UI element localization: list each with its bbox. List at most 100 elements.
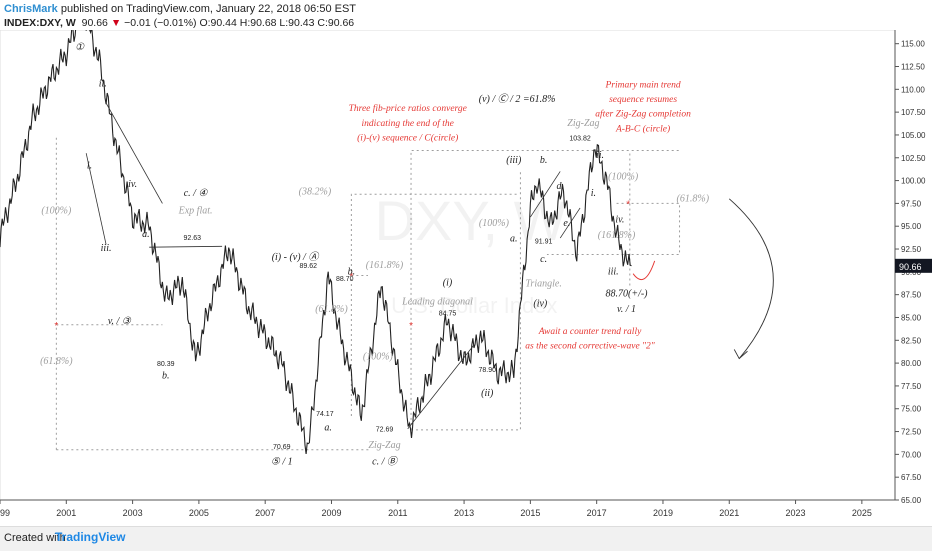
- y-tick-label: 85.00: [901, 313, 922, 322]
- wave-annotation: (ii): [481, 388, 494, 399]
- wave-annotation: b.: [162, 371, 170, 382]
- wave-annotation: as the second corrective-wave "2": [525, 342, 656, 352]
- tradingview-logo[interactable]: TradingView: [55, 530, 126, 544]
- wave-annotation: 89.62: [300, 263, 318, 270]
- chart-header: ChrisMark published on TradingView.com, …: [0, 0, 932, 30]
- trend-line-4: [407, 344, 475, 430]
- x-tick-label: 2021: [719, 508, 739, 518]
- wave-annotation: 80.39: [157, 361, 175, 368]
- symbol-label: INDEX:DXY, W: [4, 17, 76, 29]
- wave-annotation: (61.8%): [315, 304, 348, 315]
- x-tick-label: 2025: [852, 508, 872, 518]
- wave-annotation: Leading diagonal: [401, 297, 473, 308]
- wave-annotation: (iii): [506, 155, 522, 166]
- wave-annotation: v. / 1: [617, 304, 636, 315]
- wave-annotation: (38.2%): [299, 186, 332, 197]
- wave-annotation: iii.: [101, 243, 112, 254]
- ohlc-values: O:90.44 H:90.68 L:90.43 C:90.66: [199, 17, 355, 29]
- x-tick-label: 2001: [56, 508, 76, 518]
- plot-area: [0, 30, 896, 501]
- wave-annotation: i.: [87, 161, 92, 172]
- price-chart[interactable]: DXY, W U.S. Dollar Index 65.00 67.50 70.00 72…: [0, 30, 932, 526]
- wave-annotation: 88.70: [336, 276, 354, 283]
- change-value: −0.01 (−0.01%): [124, 17, 197, 29]
- wave-annotation: (161.8%): [598, 230, 636, 241]
- wave-annotation: (61.8%): [677, 194, 710, 205]
- wave-annotation: (i) - (v) / Ⓐ: [272, 251, 321, 263]
- last-price-badge-label: 90.66: [899, 262, 922, 272]
- trend-line-1: [105, 102, 163, 204]
- x-tick-label: 2023: [786, 508, 806, 518]
- wave-annotation: (i)-(v) sequence / C(circle): [357, 132, 458, 143]
- wave-annotation: Primary main trend: [605, 80, 681, 90]
- y-tick-label: 92.50: [901, 245, 922, 254]
- x-tick-label: 2003: [123, 508, 143, 518]
- wave-annotation: 72.69: [376, 427, 394, 434]
- y-tick-label: 82.50: [901, 336, 922, 345]
- wave-annotation: d.: [556, 181, 564, 192]
- x-tick-label: 2019: [653, 508, 673, 518]
- wave-annotation: c. / ④: [184, 188, 209, 199]
- fib-marker-star: *: [409, 321, 413, 332]
- ohlc-line: INDEX:DXY, W 90.66 ▼ −0.01 (−0.01%) O:90…: [4, 17, 354, 29]
- wave-annotation: 88.70(+/-): [605, 288, 648, 299]
- x-tick-label: 2011: [388, 508, 407, 518]
- wave-annotation: indicating the end of the: [362, 118, 454, 129]
- trend-line-2: [85, 153, 107, 245]
- rally-arrow: [632, 260, 656, 281]
- wave-annotation: Exp flat.: [178, 205, 213, 216]
- wave-annotation: ⑤ / 1: [271, 456, 293, 467]
- y-tick-label: 67.50: [901, 473, 922, 482]
- footer-bar: Created with TradingView: [0, 526, 932, 551]
- last-price-badge: [895, 258, 932, 273]
- wave-annotation: (100%): [608, 172, 639, 183]
- fib-marker-star: *: [626, 199, 630, 210]
- wave-annotation: v. / ③: [108, 316, 132, 327]
- published-text: published on TradingView.com, January 22…: [57, 3, 357, 15]
- fib-guide-2: [350, 193, 518, 417]
- y-tick-label: 72.50: [901, 428, 922, 437]
- wave-annotation: (i): [443, 278, 453, 289]
- y-tick-label: 95.00: [901, 222, 922, 231]
- wave-annotation: iv.: [615, 215, 624, 226]
- y-tick-label: 110.00: [901, 85, 925, 94]
- y-tick-label: 112.50: [901, 63, 925, 72]
- wave-annotation: iv.: [128, 179, 137, 190]
- fib-guide-1: [55, 134, 369, 451]
- wave-annotation: ii.: [99, 79, 107, 90]
- wave-annotation: ①: [75, 42, 85, 53]
- y-tick-label: 75.00: [901, 405, 922, 414]
- wave-annotation: b.: [540, 155, 548, 166]
- wave-annotation: 103.82: [569, 135, 591, 142]
- author-link[interactable]: ChrisMark: [4, 3, 58, 15]
- x-tick-label: 2005: [189, 508, 209, 518]
- projection-arc: [728, 198, 774, 359]
- wave-annotation: (100%): [41, 205, 72, 216]
- x-tick-label: 2013: [454, 508, 474, 518]
- wave-annotation: iii.: [608, 267, 619, 278]
- wave-annotation: (iv): [533, 299, 548, 310]
- wave-annotation: Zig-Zag: [368, 440, 400, 451]
- y-tick-label: 107.50: [901, 108, 926, 117]
- wave-annotation: 70.69: [273, 444, 291, 451]
- y-tick-label: 102.50: [901, 154, 926, 163]
- trend-line-5: [530, 171, 561, 218]
- wave-annotation: c. / Ⓑ: [372, 455, 399, 467]
- wave-annotation: a.: [142, 229, 150, 240]
- wave-annotation: (v) / Ⓒ / 2 =61.8%: [479, 93, 556, 105]
- trend-line-3: [149, 245, 223, 248]
- wave-annotation: sequence resumes: [609, 95, 677, 105]
- x-tick-label: 1999: [0, 508, 10, 518]
- wave-annotation: e.: [563, 218, 570, 229]
- x-tick-label: 2009: [321, 508, 341, 518]
- wave-annotation: Triangle.: [525, 278, 561, 289]
- x-tick-label: 2015: [520, 508, 540, 518]
- x-tick-label: 2007: [255, 508, 275, 518]
- wave-annotation: (100%): [363, 351, 394, 362]
- wave-annotation: 84.75: [439, 311, 457, 318]
- wave-annotation: 78.90: [479, 367, 497, 374]
- fib-marker-star: *: [54, 321, 58, 332]
- price-series-line: [0, 30, 632, 454]
- fib-guide-4: [546, 150, 681, 286]
- trend-line-6: [559, 207, 581, 239]
